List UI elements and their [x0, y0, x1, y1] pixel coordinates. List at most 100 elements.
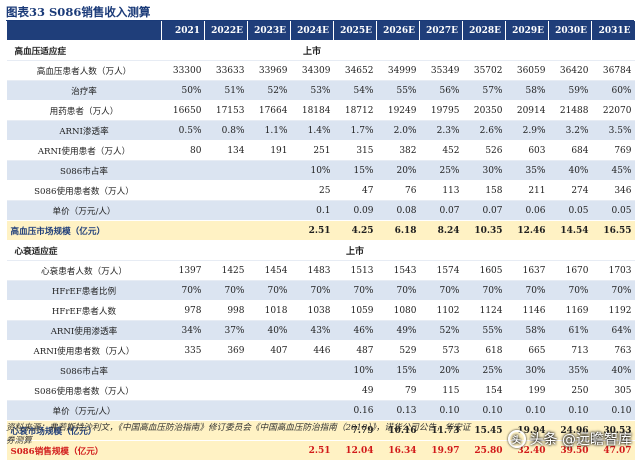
table-cell: 70%: [419, 280, 463, 301]
section-row: 高血压适应症 上市: [6, 40, 635, 61]
table-cell: 16650: [161, 100, 205, 121]
table-cell: [247, 40, 291, 61]
table-cell: [161, 200, 205, 221]
table-cell: [204, 380, 248, 401]
table-cell: [204, 240, 248, 261]
table-cell: 80: [161, 140, 205, 161]
header-year: 2030E: [548, 21, 592, 41]
table-body: 高血压适应症 上市 高血压患者人数（万人） 33300 33633 33969 34309 3…: [6, 40, 635, 461]
table-cell: 1102: [419, 300, 463, 321]
table-cell: 618: [462, 340, 506, 361]
table-cell: 0.1: [290, 200, 334, 221]
revenue-table: 2021 2022E 2023E 2024E 2025E 2026E 2027E…: [6, 21, 635, 461]
table-cell: 10.35: [462, 220, 506, 241]
table-cell: 1.7%: [333, 120, 377, 141]
table-cell: 529: [376, 340, 420, 361]
table-cell: [247, 160, 291, 181]
table-cell: 33300: [161, 60, 205, 81]
table-cell: 64%: [591, 320, 635, 341]
header-year: 2029E: [505, 21, 549, 41]
table-cell: [204, 400, 248, 421]
table-row: 单价（万元/人） 0.16 0.13 0.10 0.10 0.10 0.10 0.10: [6, 400, 635, 421]
row-label: 治疗率: [6, 80, 162, 101]
table-cell: 35%: [505, 160, 549, 181]
table-cell: 15%: [333, 160, 377, 181]
table-cell: 199: [505, 380, 549, 401]
table-cell: 335: [161, 340, 205, 361]
table-cell: 35349: [419, 60, 463, 81]
table-cell: 34309: [290, 60, 334, 81]
table-cell: [548, 240, 592, 261]
header-year: 2021: [161, 21, 205, 41]
table-cell: 19249: [376, 100, 420, 121]
table-row: 用药患者（万人） 16650 17153 17664 18184 18712 19249 19…: [6, 100, 635, 121]
table-cell: 0.10: [548, 400, 592, 421]
table-cell: 76: [376, 180, 420, 201]
table-cell: 70%: [376, 280, 420, 301]
table-cell: [376, 40, 420, 61]
table-cell: [247, 380, 291, 401]
table-cell: [204, 160, 248, 181]
header-row: 2021 2022E 2023E 2024E 2025E 2026E 2027E…: [6, 21, 635, 41]
table-cell: [290, 380, 334, 401]
table-cell: 713: [548, 340, 592, 361]
table-cell: 0.10: [505, 400, 549, 421]
table-cell: [204, 360, 248, 381]
row-label: HFrEF患者人数: [6, 300, 162, 321]
watermark: 头 头条 @远瞻智库: [507, 427, 632, 451]
table-cell: 763: [591, 340, 635, 361]
table-cell: 2.3%: [419, 120, 463, 141]
table-cell: [247, 180, 291, 201]
row-label: 高血压适应症: [6, 40, 162, 61]
row-label: S086市占率: [6, 160, 162, 181]
table-cell: 11.73: [419, 420, 463, 441]
header-year: 2027E: [419, 21, 463, 41]
table-row: ARNI使用患者数（万人） 335 369 407 446 487 529 573 618 665…: [6, 340, 635, 361]
row-label: ARNI使用渗透率: [6, 320, 162, 341]
table-cell: 36059: [505, 60, 549, 81]
table-cell: 154: [462, 380, 506, 401]
table-row: 高血压患者人数（万人） 33300 33633 33969 34309 34652 3499…: [6, 60, 635, 81]
table-cell: 34999: [376, 60, 420, 81]
table-cell: 70%: [161, 280, 205, 301]
table-cell: 998: [204, 300, 248, 321]
table-cell: [419, 40, 463, 61]
row-label: 用药患者（万人）: [6, 100, 162, 121]
table-cell: [204, 420, 248, 441]
table-cell: [161, 360, 205, 381]
table-cell: 57%: [462, 80, 506, 101]
table-cell: 7.79: [333, 420, 377, 441]
table-cell: 35702: [462, 60, 506, 81]
table-cell: 55%: [376, 80, 420, 101]
table-cell: 58%: [505, 320, 549, 341]
table-cell: 487: [333, 340, 377, 361]
table-cell: 20%: [376, 160, 420, 181]
table-cell: 1059: [333, 300, 377, 321]
table-cell: 0.10: [419, 400, 463, 421]
table-cell: 0.08: [376, 200, 420, 221]
table-cell: 25: [290, 180, 334, 201]
table-cell: 1018: [247, 300, 291, 321]
header-year: 2024E: [290, 21, 334, 41]
table-cell: 30.53: [591, 420, 635, 441]
table-cell: 2.9%: [505, 120, 549, 141]
table-cell: [462, 40, 506, 61]
row-label: 单价（万元/人）: [6, 400, 162, 421]
table-cell: 40%: [247, 320, 291, 341]
table-cell: 0.05: [548, 200, 592, 221]
table-cell: 15.45: [462, 420, 506, 441]
table-cell: [290, 360, 334, 381]
table-cell: [161, 240, 205, 261]
table-cell: 769: [591, 140, 635, 161]
table-cell: 70%: [247, 280, 291, 301]
table-cell: 0.16: [333, 400, 377, 421]
table-cell: 49%: [376, 320, 420, 341]
table-cell: 17664: [247, 100, 291, 121]
table-cell: 70%: [591, 280, 635, 301]
table-cell: 30%: [505, 360, 549, 381]
table-cell: 978: [161, 300, 205, 321]
table-cell: 50%: [161, 80, 205, 101]
table-cell: 58%: [505, 80, 549, 101]
table-row: ARNI渗透率 0.5% 0.8% 1.1% 1.4% 1.7% 2.0% 2.3% 2.6% 2…: [6, 120, 635, 141]
row-label: ARNI使用患者数（万人）: [6, 340, 162, 361]
